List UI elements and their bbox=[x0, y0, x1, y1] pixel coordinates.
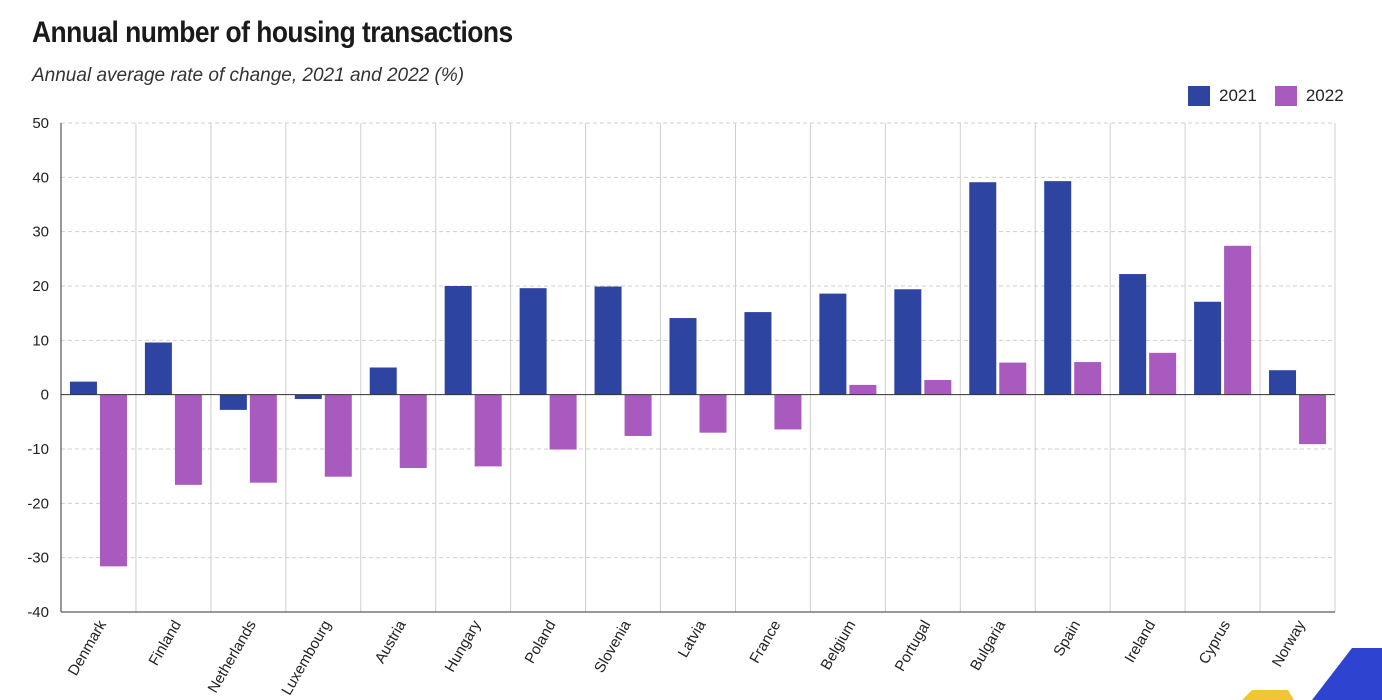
bar-cyprus-2022 bbox=[1224, 245, 1252, 395]
corner-yellow-stripe bbox=[1242, 690, 1294, 700]
legend-item-2021: 2021 bbox=[1188, 86, 1257, 106]
x-tick-label-latvia: Latvia bbox=[675, 617, 710, 661]
y-tick-label: 0 bbox=[41, 387, 49, 404]
legend-swatch-2022 bbox=[1274, 86, 1297, 106]
x-tick-label-poland: Poland bbox=[522, 618, 560, 667]
bar-netherlands-2021 bbox=[219, 394, 247, 410]
corner-decoration bbox=[1242, 648, 1382, 700]
x-tick-label-luxembourg: Luxembourg bbox=[278, 618, 334, 699]
bar-finland-2022 bbox=[174, 394, 202, 485]
bar-belgium-2022 bbox=[849, 384, 877, 395]
bar-bulgaria-2021 bbox=[969, 182, 997, 395]
bar-latvia-2022 bbox=[699, 394, 727, 433]
chart-title: Annual number of housing transactions bbox=[32, 16, 513, 49]
y-tick-label: 30 bbox=[32, 224, 49, 241]
bar-belgium-2021 bbox=[819, 293, 847, 395]
bar-cyprus-2021 bbox=[1194, 301, 1222, 395]
y-tick-label: -10 bbox=[27, 441, 49, 458]
y-tick-label: -20 bbox=[27, 495, 49, 512]
x-tick-label-france: France bbox=[746, 618, 784, 667]
x-tick-label-norway: Norway bbox=[1269, 617, 1309, 670]
legend-item-2022: 2022 bbox=[1274, 86, 1344, 106]
bar-france-2021 bbox=[744, 312, 772, 395]
labels-layer: -40 -30 -20 -10 0 10 20 30 40 50 Denmark Finland Net… bbox=[27, 115, 1309, 698]
bar-slovenia-2021 bbox=[594, 286, 622, 395]
x-tick-label-austria: Austria bbox=[372, 617, 410, 666]
bars-layer bbox=[69, 181, 1327, 567]
chart-subtitle: Annual average rate of change, 2021 and … bbox=[32, 65, 465, 86]
bar-norway-2021 bbox=[1269, 370, 1297, 395]
axis-layer bbox=[60, 123, 1335, 613]
bar-denmark-2022 bbox=[99, 394, 127, 567]
bar-netherlands-2022 bbox=[249, 394, 277, 483]
bar-austria-2022 bbox=[399, 394, 427, 469]
legend-label-2021: 2021 bbox=[1219, 86, 1257, 105]
bar-luxembourg-2022 bbox=[324, 394, 352, 477]
bar-hungary-2021 bbox=[444, 286, 472, 395]
bar-france-2022 bbox=[774, 394, 802, 430]
bar-ireland-2022 bbox=[1149, 352, 1177, 395]
bar-poland-2021 bbox=[519, 288, 547, 395]
bar-latvia-2021 bbox=[669, 318, 697, 395]
x-tick-label-cyprus: Cyprus bbox=[1196, 618, 1234, 668]
x-tick-label-portugal: Portugal bbox=[892, 618, 935, 675]
bar-portugal-2021 bbox=[894, 289, 922, 395]
y-tick-label: 20 bbox=[32, 278, 49, 295]
y-tick-label: 50 bbox=[32, 115, 49, 132]
x-tick-label-finland: Finland bbox=[146, 618, 185, 669]
x-tick-label-denmark: Denmark bbox=[65, 617, 110, 679]
bar-austria-2021 bbox=[369, 367, 397, 395]
y-tick-label: 10 bbox=[32, 332, 49, 349]
x-tick-label-hungary: Hungary bbox=[442, 617, 485, 675]
bar-ireland-2021 bbox=[1119, 274, 1147, 395]
x-tick-label-belgium: Belgium bbox=[818, 618, 860, 673]
bar-denmark-2021 bbox=[69, 381, 97, 395]
bar-spain-2022 bbox=[1074, 362, 1102, 395]
x-tick-label-bulgaria: Bulgaria bbox=[967, 617, 1010, 674]
bar-bulgaria-2022 bbox=[999, 362, 1027, 395]
bar-portugal-2022 bbox=[924, 379, 952, 395]
bar-poland-2022 bbox=[549, 394, 577, 450]
bar-hungary-2022 bbox=[474, 394, 502, 467]
bar-slovenia-2022 bbox=[624, 394, 652, 436]
bar-norway-2022 bbox=[1299, 394, 1327, 445]
bar-finland-2021 bbox=[144, 342, 172, 395]
y-tick-label: 40 bbox=[32, 169, 49, 186]
x-tick-label-ireland: Ireland bbox=[1121, 618, 1159, 666]
x-tick-label-netherlands: Netherlands bbox=[205, 618, 260, 697]
legend-swatch-2021 bbox=[1188, 86, 1210, 106]
legend-label-2022: 2022 bbox=[1305, 86, 1344, 105]
bar-spain-2021 bbox=[1044, 181, 1072, 395]
bar-luxembourg-2021 bbox=[294, 394, 322, 400]
corner-blue-stripe bbox=[1312, 648, 1382, 700]
chart-legend: 2021 2022 bbox=[1188, 86, 1362, 106]
x-tick-label-slovenia: Slovenia bbox=[591, 617, 635, 676]
y-tick-label: -40 bbox=[27, 604, 49, 621]
y-tick-label: -30 bbox=[27, 550, 49, 567]
x-tick-label-spain: Spain bbox=[1050, 618, 1084, 660]
